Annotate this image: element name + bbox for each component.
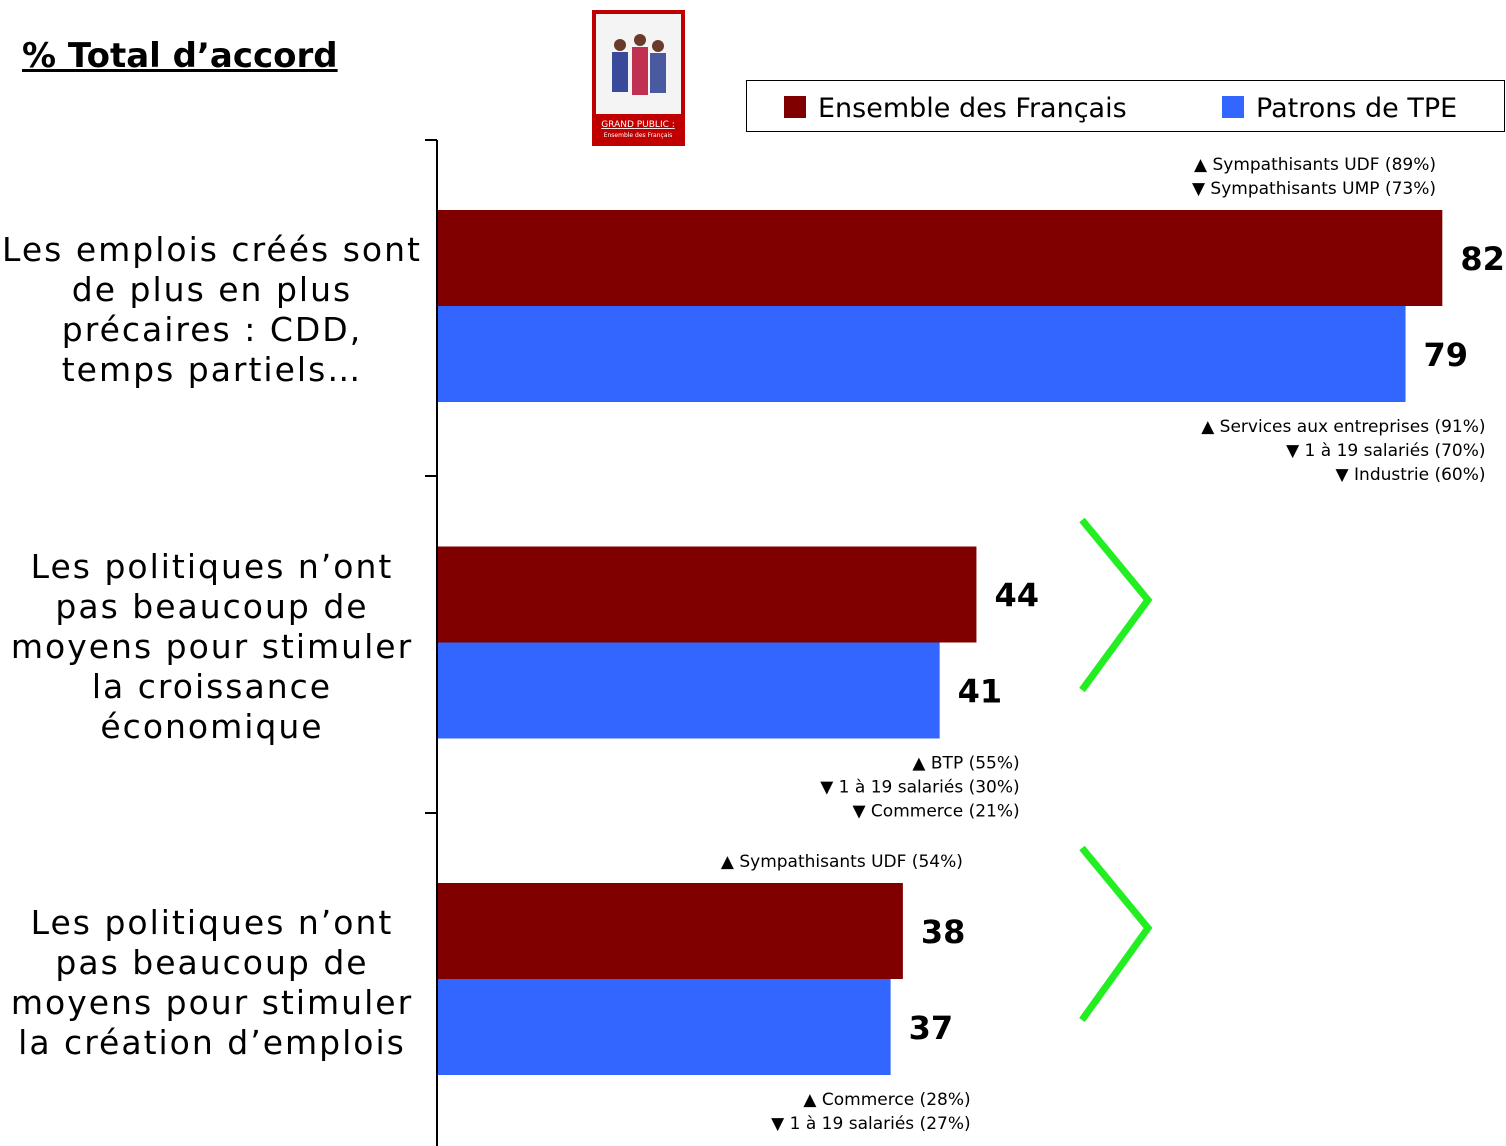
legend-label: Ensemble des Français xyxy=(818,93,1127,124)
annotation: ▲ BTP (55%) xyxy=(912,754,1019,774)
value-label: 37 xyxy=(909,1009,954,1047)
legend-swatch xyxy=(1222,96,1244,118)
chart-title: % Total d’accord xyxy=(22,36,338,76)
badge: GRAND PUBLIC : Ensemble des Français xyxy=(592,10,685,146)
bracket xyxy=(1079,845,1153,1023)
value-label: 38 xyxy=(921,913,966,951)
bar xyxy=(438,979,891,1075)
category-label: Les emplois créés sont de plus en plus p… xyxy=(2,230,422,390)
annotation: ▲ Sympathisants UDF (89%) xyxy=(1194,155,1436,175)
badge-figure xyxy=(614,39,626,51)
bracket xyxy=(1079,517,1153,693)
annotation: ▲ Sympathisants UDF (54%) xyxy=(721,852,963,872)
annotation: ▲ Commerce (28%) xyxy=(803,1090,970,1110)
annotation: ▼ 1 à 19 salariés (70%) xyxy=(1286,441,1485,461)
annotation: ▼ 1 à 19 salariés (27%) xyxy=(771,1114,970,1134)
annotation: ▼ Sympathisants UMP (73%) xyxy=(1192,179,1436,199)
annotation: ▼ Industrie (60%) xyxy=(1336,465,1486,485)
value-label: 79 xyxy=(1424,336,1469,374)
legend-box xyxy=(746,80,1505,132)
bar xyxy=(438,306,1406,402)
badge-figure xyxy=(634,34,646,46)
badge-subtitle: Ensemble des Français xyxy=(604,132,673,139)
category-label: Les politiques n’ont pas beaucoup de moy… xyxy=(10,546,414,746)
bar xyxy=(438,883,903,979)
value-label: 44 xyxy=(994,577,1039,615)
category-label: Les politiques n’ont pas beaucoup de moy… xyxy=(10,903,414,1063)
value-label: 82 xyxy=(1460,240,1505,278)
badge-figure xyxy=(612,52,628,92)
badge-title: GRAND PUBLIC : xyxy=(601,120,675,130)
bar xyxy=(438,642,940,739)
legend-label: Patrons de TPE xyxy=(1256,93,1457,124)
bar xyxy=(438,546,977,643)
badge-figure xyxy=(632,47,648,95)
annotation: ▼ Commerce (21%) xyxy=(852,802,1019,822)
badge-figure xyxy=(650,53,666,93)
annotation: ▼ 1 à 19 salariés (30%) xyxy=(820,778,1019,798)
annotation: ▲ Services aux entreprises (91%) xyxy=(1201,417,1485,437)
legend-swatch xyxy=(784,96,806,118)
bar xyxy=(438,210,1443,306)
value-label: 41 xyxy=(958,673,1003,711)
badge-figure xyxy=(652,40,664,52)
